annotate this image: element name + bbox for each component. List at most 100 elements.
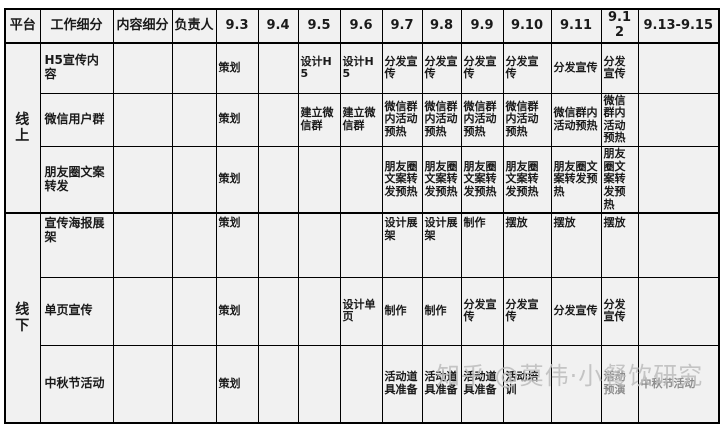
schedule-cell (637, 146, 720, 215)
schedule-cell (637, 92, 720, 148)
content-cell (112, 92, 173, 148)
schedule-cell (637, 212, 720, 278)
column-header: 9.3 (215, 8, 259, 44)
schedule-cell: 策划 (215, 92, 259, 148)
schedule-cell: 摆放 (502, 212, 552, 278)
column-header: 平台 (4, 8, 41, 44)
page: 平台 工作细分 内容细分 负责人 9.3 9.4 9.5 9.6 9.7 9.8 9.9 9.10 9.… (4, 8, 720, 424)
schedule-cell (257, 146, 299, 215)
schedule-cell (257, 212, 299, 278)
column-header: 9.4 (257, 8, 299, 44)
task-cell: 朋友圈文案转发 (39, 146, 114, 215)
content-cell (112, 146, 173, 215)
schedule-cell (339, 212, 383, 278)
schedule-cell: 制作 (381, 276, 423, 346)
schedule-cell (297, 276, 341, 346)
schedule-cell: 制作 (421, 276, 462, 346)
content-cell (112, 344, 173, 424)
column-header: 工作细分 (39, 8, 114, 44)
column-header: 内容细分 (112, 8, 173, 44)
owner-cell (171, 276, 217, 346)
table-body: 线上 H5宣传内容 策划 设计H5 设计H5 分发宣传 分发宣传 分发宣传 分发宣传 分发宣传 分发… (4, 42, 720, 424)
table-header-row: 平台 工作细分 内容细分 负责人 9.3 9.4 9.5 9.6 9.7 9.8 9.9 9.10 9.… (4, 8, 720, 44)
task-cell: 宣传海报展架 (39, 212, 114, 278)
task-cell: 单页宣传 (39, 276, 114, 346)
column-header: 9.11 (550, 8, 602, 44)
column-header: 9.6 (339, 8, 383, 44)
schedule-cell: 设计展架 (381, 212, 423, 278)
schedule-cell (257, 344, 299, 424)
content-cell (112, 276, 173, 346)
owner-cell (171, 146, 217, 215)
column-header: 9.8 (421, 8, 462, 44)
schedule-cell: 分发宣传 (381, 42, 423, 94)
schedule-cell: 活动预演 (600, 344, 639, 424)
table-row: 线上 H5宣传内容 策划 设计H5 设计H5 分发宣传 分发宣传 分发宣传 分发宣传 分发宣传 分发… (4, 42, 720, 215)
schedule-cell: 分发宣传 (421, 42, 462, 94)
schedule-cell: 分发宣传 (460, 276, 504, 346)
schedule-cell: 策划 (215, 146, 259, 215)
content-cell (112, 212, 173, 278)
schedule-cell: 微信群内活动预热 (460, 92, 504, 148)
schedule-cell: 活动道具准备 (381, 344, 423, 424)
schedule-cell (550, 344, 602, 424)
schedule-cell: 设计H5 (339, 42, 383, 94)
column-header: 9.12 (600, 8, 639, 44)
schedule-cell: 分发宣传 (502, 276, 552, 346)
schedule-cell: 策划 (215, 212, 259, 278)
owner-cell (171, 212, 217, 278)
schedule-cell: 摆放 (600, 212, 639, 278)
table-row: 线下 宣传海报展架 策划 设计展架 设计展架 制作 摆放 摆放 摆放 (4, 212, 720, 424)
schedule-cell (297, 344, 341, 424)
schedule-cell: 分发宣传 (460, 42, 504, 94)
schedule-cell: 制作 (460, 212, 504, 278)
schedule-cell (339, 146, 383, 215)
schedule-cell: 策划 (215, 276, 259, 346)
column-header: 负责人 (171, 8, 217, 44)
column-header: 9.5 (297, 8, 341, 44)
owner-cell (171, 92, 217, 148)
schedule-cell (297, 146, 341, 215)
table-row: 中秋节活动 策划 活动道具准备 活动道具准备 活动道具准备 活动培训 活动预演 中秋节活动 (5, 344, 720, 424)
schedule-cell (257, 92, 299, 148)
schedule-cell: 活动道具准备 (460, 344, 504, 424)
table-row: 单页宣传 策划 设计单页 制作 制作 分发宣传 分发宣传 分发宣传 分发宣传 (5, 276, 720, 346)
schedule-cell: 摆放 (550, 212, 602, 278)
schedule-cell: 建立微信群 (297, 92, 341, 148)
schedule-cell: 中秋节活动 (637, 344, 720, 424)
schedule-cell: 设计单页 (339, 276, 383, 346)
owner-cell (171, 344, 217, 424)
schedule-cell: 微信群内活动预热 (381, 92, 423, 148)
table-row: 微信用户群 策划 建立微信群 建立微信群 微信群内活动预热 微信群内活动预热 微信群内活动预… (5, 92, 720, 148)
schedule-cell: 分发宣传 (600, 42, 639, 94)
schedule-cell: 活动培训 (502, 344, 552, 424)
column-header: 9.9 (460, 8, 504, 44)
task-cell: H5宣传内容 (39, 42, 114, 94)
column-header: 9.10 (502, 8, 552, 44)
schedule-cell: 微信群内活动预热 (550, 92, 602, 148)
schedule-cell: 微信群内活动预热 (502, 92, 552, 148)
column-header: 9.7 (381, 8, 423, 44)
platform-cell: 线下 (4, 212, 41, 424)
schedule-cell (339, 344, 383, 424)
schedule-cell (637, 276, 720, 346)
schedule-cell (297, 212, 341, 278)
task-cell: 中秋节活动 (39, 344, 114, 424)
schedule-cell: 朋友圈文案转发预热 (600, 146, 639, 215)
schedule-cell: 朋友圈文案转发预热 (460, 146, 504, 215)
schedule-cell: 设计H5 (297, 42, 341, 94)
column-header: 9.13-9.15 (637, 8, 720, 44)
owner-cell (171, 42, 217, 94)
schedule-cell: 微信群内活动预热 (421, 92, 462, 148)
table-row: 朋友圈文案转发 策划 朋友圈文案转发预热 朋友圈文案转发预热 朋友圈文案转发预热 朋友圈文… (5, 146, 720, 215)
schedule-cell (257, 42, 299, 94)
schedule-cell: 微信群内活动预热 (600, 92, 639, 148)
schedule-cell: 朋友圈文案转发预热 (381, 146, 423, 215)
task-cell: 微信用户群 (39, 92, 114, 148)
schedule-table: 平台 工作细分 内容细分 负责人 9.3 9.4 9.5 9.6 9.7 9.8 9.9 9.10 9.… (4, 8, 720, 424)
schedule-cell (257, 276, 299, 346)
schedule-cell: 朋友圈文案转发预热 (550, 146, 602, 215)
schedule-cell: 设计展架 (421, 212, 462, 278)
schedule-cell: 朋友圈文案转发预热 (421, 146, 462, 215)
schedule-cell: 建立微信群 (339, 92, 383, 148)
